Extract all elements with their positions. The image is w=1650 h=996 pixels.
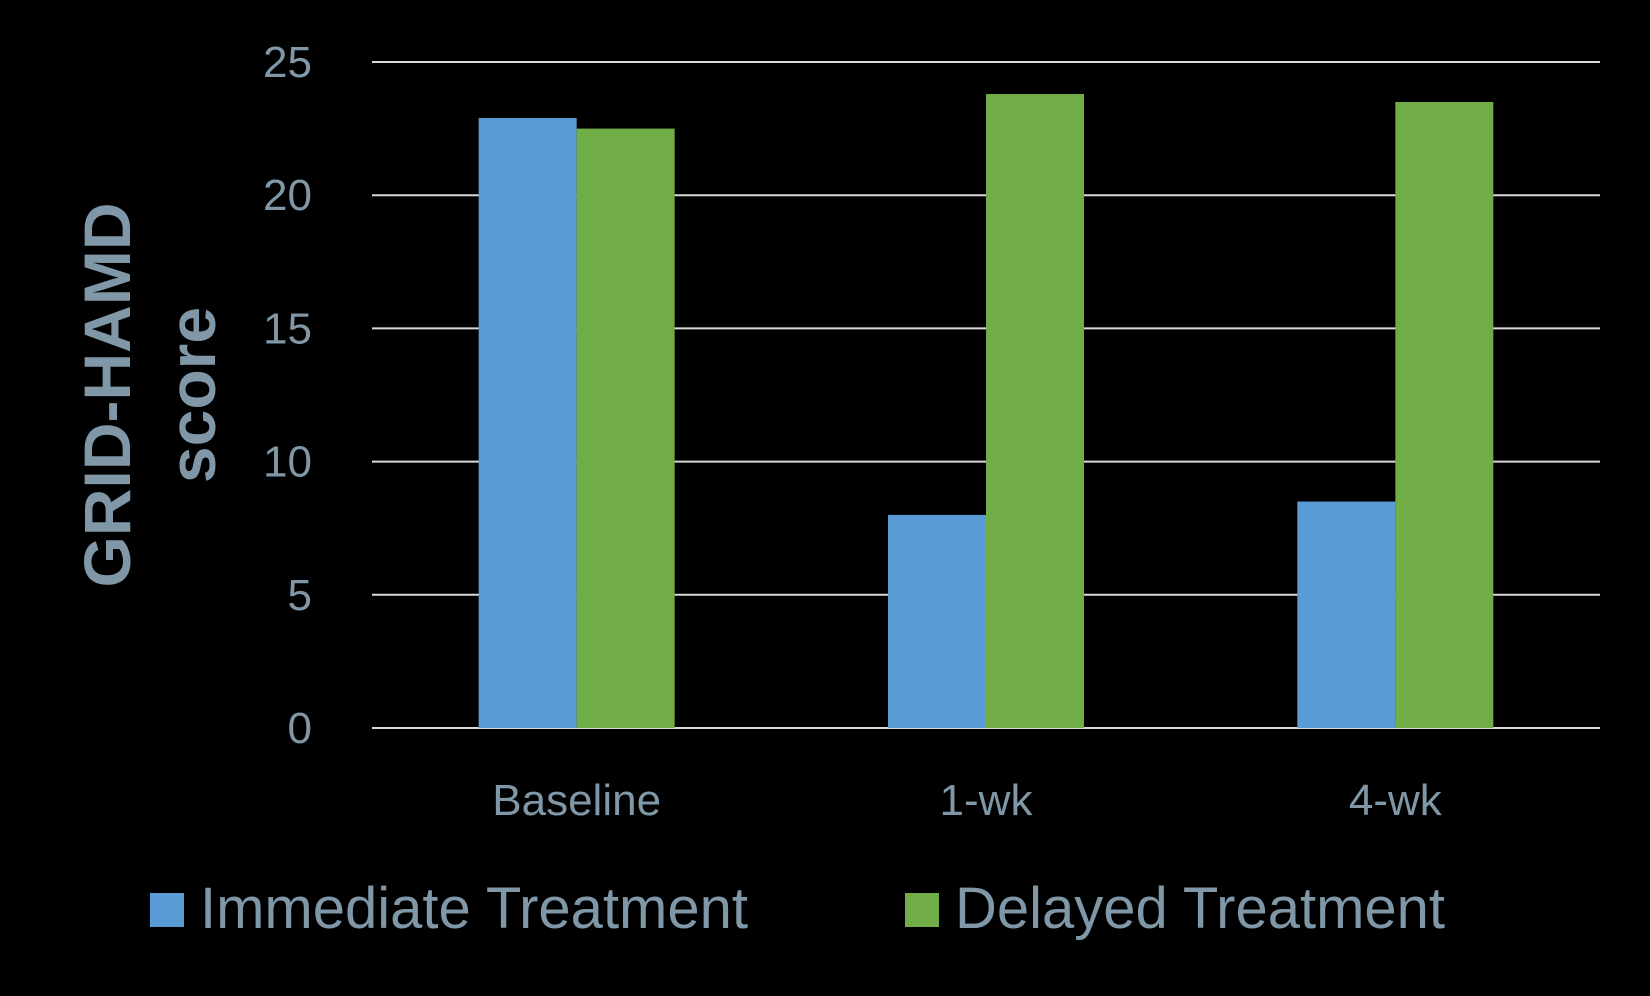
x-tick-label: 4-wk — [1349, 776, 1443, 825]
x-axis-tick-labels: Baseline 1-wk 4-wk — [492, 776, 1443, 825]
y-tick-label: 5 — [288, 571, 312, 620]
y-tick-label: 15 — [263, 304, 312, 353]
y-tick-label: 0 — [288, 704, 312, 753]
legend-swatch — [905, 893, 939, 927]
bar-immediate-treatment — [478, 117, 577, 729]
legend-label: Immediate Treatment — [200, 876, 748, 941]
x-tick-label: 1-wk — [940, 776, 1034, 825]
bars — [478, 93, 1494, 729]
bar-delayed-treatment — [986, 93, 1084, 728]
legend-swatch — [150, 893, 184, 927]
x-tick-label: Baseline — [492, 776, 661, 825]
bar-delayed-treatment — [1395, 101, 1494, 728]
y-tick-label: 10 — [263, 438, 312, 487]
bar-delayed-treatment — [576, 128, 675, 729]
legend-item-immediate-treatment: Immediate Treatment — [150, 876, 748, 941]
y-axis-label-line-1: GRID-HAMD — [70, 203, 144, 588]
bar-immediate-treatment — [1297, 501, 1396, 728]
legend-item-delayed-treatment: Delayed Treatment — [905, 876, 1445, 941]
y-axis-label-line-2: score — [155, 307, 229, 483]
legend: Immediate Treatment Delayed Treatment — [150, 876, 1445, 941]
y-axis-tick-labels: 0 5 10 15 20 25 — [263, 38, 312, 753]
bar-immediate-treatment — [888, 514, 986, 728]
legend-label: Delayed Treatment — [955, 876, 1445, 941]
y-tick-label: 20 — [263, 171, 312, 220]
y-tick-label: 25 — [263, 38, 312, 87]
